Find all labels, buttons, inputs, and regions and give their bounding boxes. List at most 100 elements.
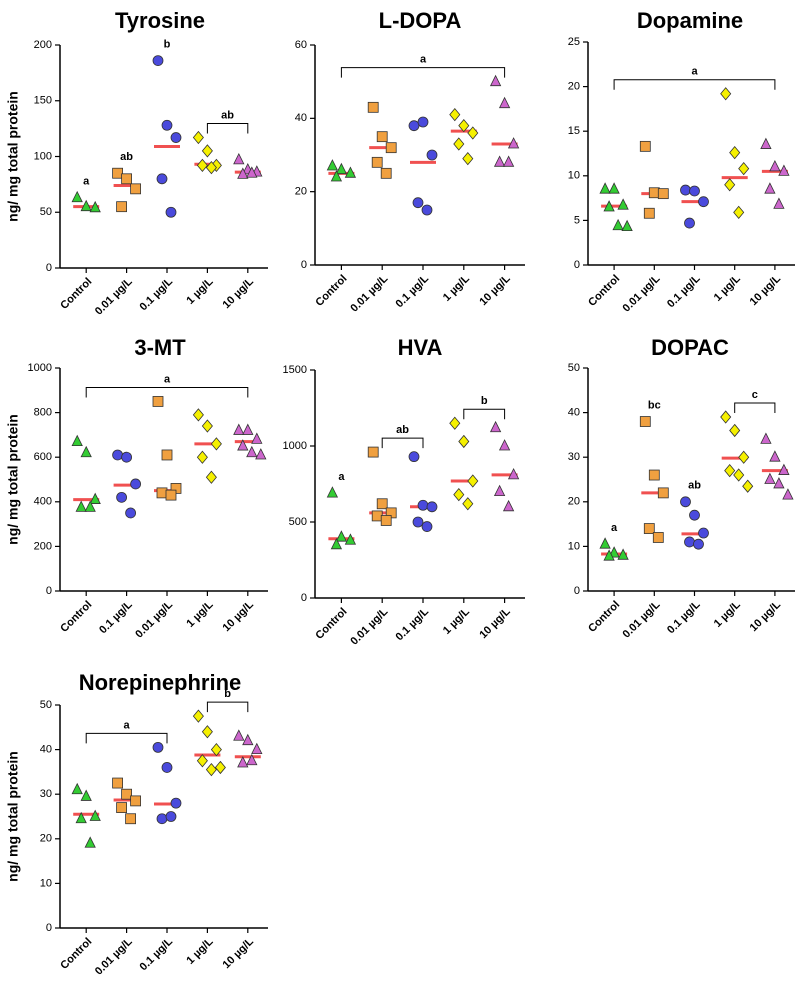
point <box>421 204 433 216</box>
y-tick-label: 40 <box>40 744 52 756</box>
point <box>729 423 741 438</box>
bracket <box>463 408 506 420</box>
y-tick-label: 40 <box>295 112 307 124</box>
point <box>116 491 127 503</box>
point <box>152 741 164 753</box>
point <box>246 166 258 178</box>
point <box>156 173 168 185</box>
panel-title: Norepinephrine <box>79 670 242 695</box>
y-tick-label: 200 <box>34 540 52 552</box>
x-tick-label: 0.01 µg/L <box>93 936 135 978</box>
y-tick-label: 600 <box>34 451 52 463</box>
group-letter: a <box>83 176 90 188</box>
point <box>196 754 208 768</box>
bracket <box>85 386 249 398</box>
point <box>71 782 83 795</box>
bracket <box>340 67 506 78</box>
x-tick-label: 0.01 µg/L <box>93 276 135 318</box>
y-tick-label: 25 <box>568 36 580 48</box>
point <box>201 144 213 158</box>
point <box>192 408 204 422</box>
point <box>680 496 691 508</box>
point <box>71 190 83 203</box>
point <box>648 187 660 199</box>
x-tick-label: 10 µg/L <box>221 598 257 634</box>
point <box>621 219 633 232</box>
point <box>502 499 515 512</box>
point <box>130 795 142 807</box>
point <box>617 198 629 210</box>
point <box>724 178 736 192</box>
x-tick-label: 1 µg/L <box>184 275 215 306</box>
x-tick-label: 0.1 µg/L <box>394 272 432 310</box>
point <box>380 515 392 526</box>
point <box>733 205 745 219</box>
point <box>201 725 213 739</box>
point <box>778 164 790 176</box>
x-tick-label: 0.01 µg/L <box>621 599 663 641</box>
point <box>89 492 101 504</box>
bracket <box>206 701 249 713</box>
y-tick-label: 400 <box>34 496 52 508</box>
panel-title: Dopamine <box>637 8 743 33</box>
point <box>769 159 781 172</box>
y-tick-label: 5 <box>574 214 580 226</box>
point <box>84 500 96 512</box>
point <box>657 487 669 499</box>
point <box>603 200 615 212</box>
x-tick-label: Control <box>313 273 349 309</box>
y-tick-label: 10 <box>568 540 580 552</box>
point <box>237 167 249 179</box>
bracket <box>85 732 168 744</box>
x-tick-label: 10 µg/L <box>221 275 257 311</box>
y-tick-label: 20 <box>40 833 52 845</box>
point <box>121 451 132 463</box>
y-tick-label: 0 <box>46 262 52 274</box>
y-tick-label: 500 <box>289 516 307 528</box>
point <box>246 753 258 766</box>
bracket <box>381 437 424 449</box>
point <box>205 763 217 777</box>
bracket <box>734 402 776 414</box>
x-tick-label: Control <box>586 273 622 309</box>
point <box>367 446 379 458</box>
point <box>684 536 695 548</box>
point <box>698 196 709 208</box>
point <box>165 206 177 218</box>
group-letter: a <box>338 471 345 483</box>
group-letter: a <box>611 522 618 534</box>
x-tick-label: 0.01 µg/L <box>348 606 390 648</box>
point <box>112 777 123 789</box>
point <box>385 142 397 154</box>
x-tick-label: 0.01 µg/L <box>621 273 663 315</box>
point <box>408 451 420 463</box>
point <box>196 450 208 464</box>
point <box>80 789 92 801</box>
y-tick-label: 1000 <box>28 362 52 374</box>
panel-title: 3-MT <box>134 335 186 360</box>
point <box>116 802 127 813</box>
point <box>130 478 142 490</box>
point <box>330 170 343 182</box>
point <box>84 836 96 848</box>
panel: Norepinephrine ng/ mg total protein 0 10 20 3… <box>5 670 268 978</box>
point <box>599 182 611 194</box>
point <box>462 152 474 166</box>
point <box>773 477 785 489</box>
point <box>121 788 132 800</box>
point <box>498 96 511 109</box>
point <box>205 470 217 484</box>
point <box>170 797 182 809</box>
point <box>233 152 245 165</box>
point <box>689 509 700 521</box>
y-tick-label: 0 <box>301 592 307 604</box>
point <box>376 498 388 510</box>
point <box>116 201 127 213</box>
x-tick-label: 0.01 µg/L <box>348 273 390 315</box>
y-tick-label: 0 <box>46 585 52 597</box>
bracket-label: a <box>420 54 427 66</box>
point <box>165 489 177 501</box>
point <box>689 185 700 197</box>
point <box>367 101 379 113</box>
